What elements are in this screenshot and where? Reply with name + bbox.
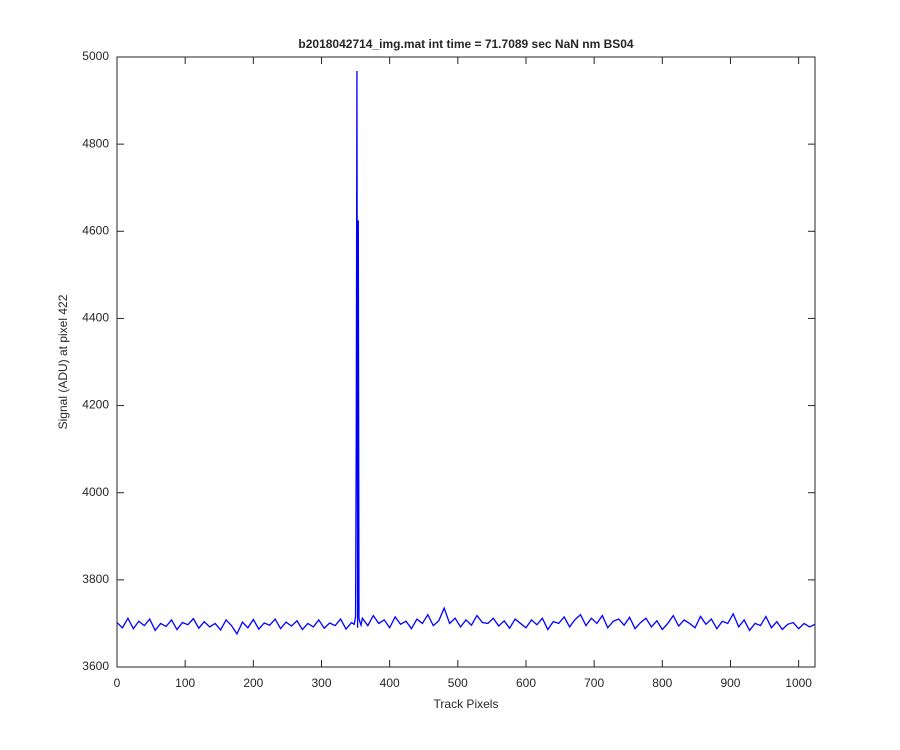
x-tick-label: 600 [516, 676, 536, 690]
x-tick-label: 100 [175, 676, 195, 690]
y-tick-label: 4000 [82, 485, 109, 499]
x-tick-label: 900 [720, 676, 740, 690]
x-tick-label: 200 [243, 676, 263, 690]
x-tick-label: 500 [448, 676, 468, 690]
y-tick-label: 4400 [82, 311, 109, 325]
y-tick-label: 3600 [82, 659, 109, 673]
y-tick-label: 4600 [82, 223, 109, 237]
y-tick-label: 5000 [82, 49, 109, 63]
x-axis-label: Track Pixels [434, 697, 499, 711]
y-axis-label: Signal (ADU) at pixel 422 [56, 294, 70, 429]
y-tick-label: 3800 [82, 572, 109, 586]
x-tick-label: 1000 [785, 676, 812, 690]
x-tick-label: 300 [311, 676, 331, 690]
plot-frame [116, 56, 816, 668]
y-tick-label: 4200 [82, 398, 109, 412]
data-line [116, 70, 816, 636]
y-tick-label: 4800 [82, 136, 109, 150]
x-tick-label: 0 [114, 676, 121, 690]
x-tick-label: 800 [652, 676, 672, 690]
x-tick-label: 700 [584, 676, 604, 690]
x-tick-label: 400 [380, 676, 400, 690]
chart-title: b2018042714_img.mat int time = 71.7089 s… [298, 37, 634, 51]
